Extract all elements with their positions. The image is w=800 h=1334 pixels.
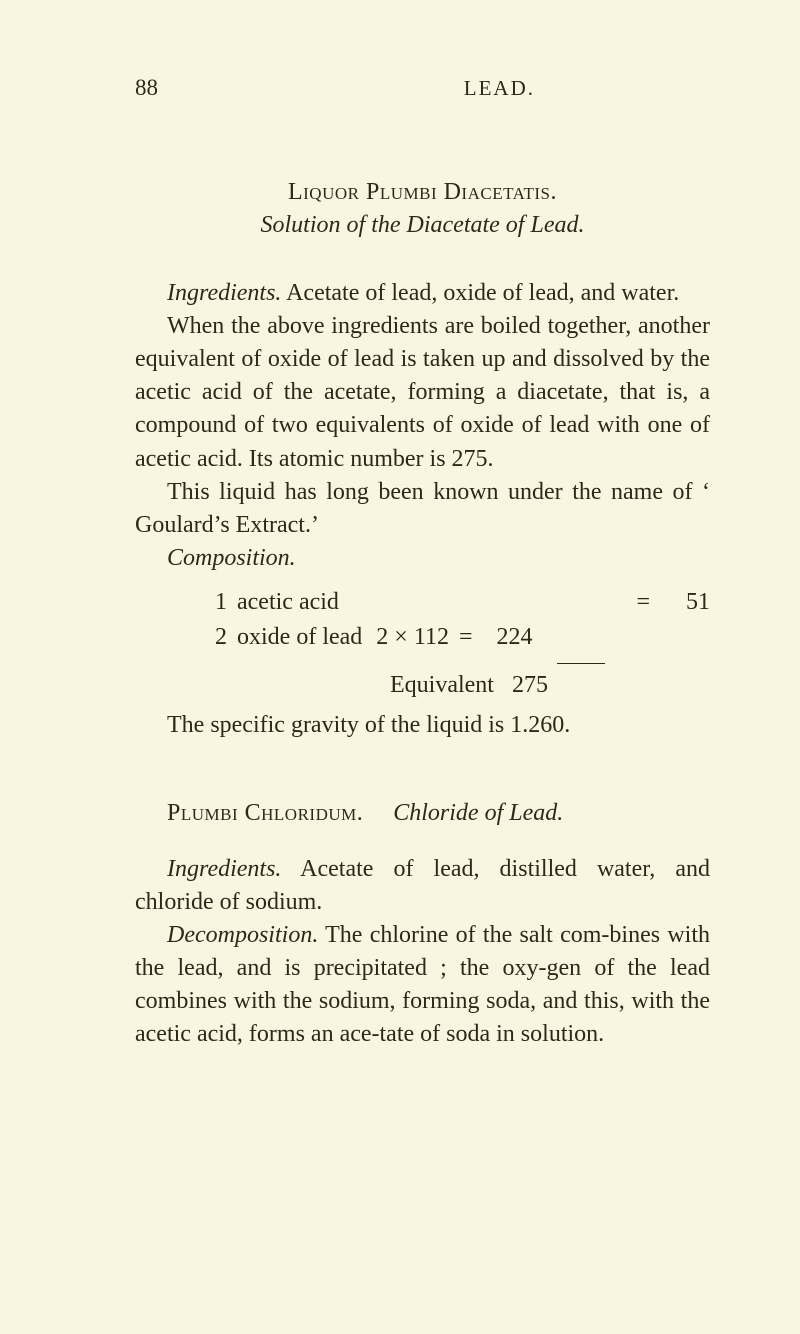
row-expr: 2 × 112 [376,620,449,655]
ingredients-text: Acetate of lead, oxide of lead, and wate… [281,280,679,306]
section1-para3: This liquid has long been known under th… [135,476,710,542]
composition-heading: Composition. [135,542,710,575]
ingredients-label: Ingredients. [167,856,281,882]
decomposition-label: Decomposition. [167,922,318,948]
section2-decomposition: Decomposition. The chlorine of the salt … [135,919,710,1051]
section1-subtitle: Solution of the Diacetate of Lead. [135,212,710,239]
equivalent-label: Equivalent [390,672,494,699]
row-eq: = [449,620,483,655]
section1-title: Liquor Plumbi Diacetatis. [135,179,710,206]
row-value: 51 [660,585,710,620]
equivalent-value: 275 [512,672,548,699]
row-label: oxide of lead [237,620,362,655]
ingredients-label: Ingredients. [167,280,281,306]
composition-rule [557,663,605,664]
row-eq: = [626,585,660,620]
specific-gravity-line: The specific gravity of the liquid is 1.… [135,709,710,742]
row-index: 2 [215,620,237,655]
page: 88 LEAD. Liquor Plumbi Diacetatis. Solut… [0,0,800,1334]
section2-title-sc: Plumbi Chloridum. [167,800,363,826]
page-number: 88 [135,75,158,101]
section2-title-it: Chloride of Lead. [393,800,563,826]
section2-ingredients: Ingredients. Acetate of lead, distilled … [135,853,710,919]
section1-ingredients: Ingredients. Acetate of lead, oxide of l… [135,277,710,310]
equivalent-row: Equivalent 275 [215,672,710,699]
section1-para2: When the above ingredients are boiled to… [135,310,710,476]
header-row: 88 LEAD. [135,75,710,101]
row-value: 224 [483,620,533,655]
composition-rows: 1 acetic acid = 51 2 oxide of lead 2 × 1… [215,585,710,655]
section2-title-line: Plumbi Chloridum. Chloride of Lead. [135,800,710,827]
row-index: 1 [215,585,237,620]
section1-title-block: Liquor Plumbi Diacetatis. Solution of th… [135,179,710,239]
running-head: LEAD. [464,76,535,101]
composition-row: 1 acetic acid = 51 [215,585,710,620]
row-label: acetic acid [237,585,339,620]
composition-row: 2 oxide of lead 2 × 112 = 224 [215,620,710,655]
